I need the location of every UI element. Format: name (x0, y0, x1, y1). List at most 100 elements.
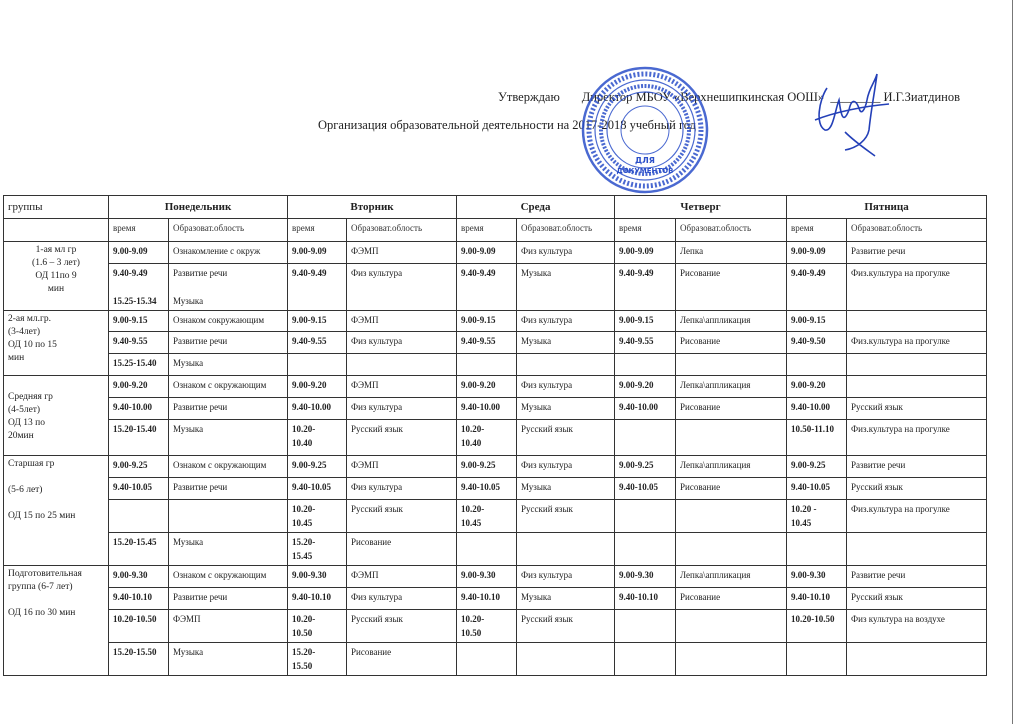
subject-cell (675, 642, 788, 676)
subject-cell: Развитие речи (168, 587, 288, 610)
subject-cell: ФЭМП (345, 455, 458, 478)
time-cell: 9.00-9.30 (786, 565, 848, 588)
schedule-table: группы Понедельник Вторник Среда Четверг… (3, 195, 988, 676)
time-cell: 9.40-9.55 (108, 331, 169, 354)
group-label: Старшая гр (5-6 лет) ОД 15 по 25 мин (3, 455, 109, 566)
subject-cell: Музыка (516, 587, 616, 610)
time-cell: 9.40-10.10 (287, 587, 347, 610)
subject-cell: Развитие речи (168, 331, 288, 354)
time-cell: 15.20-15.50 (108, 642, 169, 676)
group-label: Средняя гр (4-5лет) ОД 13 по 20мин (3, 375, 109, 456)
day-header-monday: Понедельник (108, 195, 288, 219)
time-cell: 9.00-9.30 (614, 565, 677, 588)
time-cell: 10.20- 10.50 (287, 609, 347, 643)
subject-cell: Физ.культура на прогулке (846, 263, 988, 311)
subject-cell: Музыка (168, 532, 288, 566)
day-header-wednesday: Среда (456, 195, 616, 219)
subject-cell (516, 642, 616, 676)
empty-cell (3, 218, 109, 242)
subject-cell: Рисование (675, 587, 788, 610)
group-label: 2-ая мл.гр. (3-4лет) ОД 10 по 15 мин (3, 310, 109, 376)
time-column-header: время (108, 218, 169, 242)
time-cell: 10.20- 10.45 (287, 499, 347, 533)
time-cell (456, 353, 518, 376)
time-cell: 9.40-10.00 (287, 397, 347, 420)
subject-cell: Рисование (345, 532, 458, 566)
subject-column-header: Образоват.облость (516, 218, 616, 242)
time-cell: 9.00-9.25 (108, 455, 169, 478)
time-cell: 9.40-9.49 (786, 263, 848, 311)
subject-cell: Рисование (345, 642, 458, 676)
time-cell: 9.00-9.09 (456, 241, 518, 264)
subject-cell: Русский язык (846, 587, 988, 610)
time-cell: 9.40-10.10 (456, 587, 518, 610)
time-cell: 9.00-9.09 (786, 241, 848, 264)
subject-cell: Физ культура (345, 587, 458, 610)
time-cell: 10.50-11.10 (786, 419, 848, 456)
subject-cell: Ознаком с окружающим (168, 455, 288, 478)
time-cell: 10.20-10.50 (108, 609, 169, 643)
subject-cell: Лепка (675, 241, 788, 264)
table-row: Старшая гр (5-6 лет) ОД 15 по 25 мин 9.00… (3, 455, 988, 566)
time-cell: 9.00-9.30 (456, 565, 518, 588)
subject-cell: Ознаком сокружающим (168, 310, 288, 332)
subject-cell: Рисование (675, 397, 788, 420)
table-row: 15.25-15.40 Музыка (4, 353, 988, 376)
time-cell (614, 642, 677, 676)
subject-cell: Физ культура (345, 477, 458, 500)
time-cell (108, 499, 169, 533)
time-cell: 9.00-9.15 (456, 310, 518, 332)
subject-cell: ФЭМП (345, 310, 458, 332)
time-cell: 9.00-9.20 (287, 375, 347, 398)
subject-cell (846, 353, 988, 376)
time-cell: 9.00-9.15 (786, 310, 848, 332)
subject-cell (675, 532, 788, 566)
time-cell: 9.00-9.09 (287, 241, 347, 264)
time-cell: 9.40-10.05 (614, 477, 677, 500)
time-cell: 10.20- 10.45 (456, 499, 518, 533)
subject-cell: Развитие речи (846, 565, 988, 588)
time-cell: 9.00-9.30 (108, 565, 169, 588)
subject-cell: Русский язык (345, 419, 458, 456)
time-cell: 9.40-9.49 15.25-15.34 (108, 263, 169, 311)
subject-cell: Физ.культура на прогулке (846, 331, 988, 354)
day-header-tuesday: Вторник (286, 195, 458, 219)
subject-cell: Физ культура (345, 331, 458, 354)
subject-cell: Физ культура (345, 263, 458, 311)
subject-cell: Музыка (516, 263, 616, 311)
time-cell: 9.00-9.15 (287, 310, 347, 332)
table-row: 15.20-15.45 Музыка 15.20- 15.45 Рисование (4, 532, 988, 566)
subject-cell: Физ культура (516, 375, 616, 398)
official-stamp: ДЛЯ ДОКУМЕНТОВ (581, 66, 709, 194)
subject-cell: ФЭМП (168, 609, 288, 643)
subject-cell (516, 532, 616, 566)
subject-cell: Лепка\аппликация (675, 310, 788, 332)
time-cell: 10.20 - 10.45 (786, 499, 848, 533)
time-cell (614, 532, 677, 566)
time-cell: 9.40-10.05 (786, 477, 848, 500)
table-row: 2-ая мл.гр. (3-4лет) ОД 10 по 15 мин 9.00… (3, 310, 988, 376)
subject-cell: Русский язык (516, 609, 616, 643)
table-row: 9.40-10.05 Развитие речи 9.40-10.05 Физ кул… (4, 477, 988, 500)
subject-cell: Музыка (168, 419, 288, 456)
subject-cell: Лепка\аппликация (675, 375, 788, 398)
time-cell: 15.25-15.40 (108, 353, 169, 376)
time-cell: 9.40-10.10 (786, 587, 848, 610)
time-cell: 9.40-10.10 (614, 587, 677, 610)
day-header-thursday: Четверг (614, 195, 788, 219)
time-column-header: время (786, 218, 848, 242)
subject-cell (675, 419, 788, 456)
group-column-header: группы (3, 195, 109, 219)
time-cell: 9.40-10.05 (287, 477, 347, 500)
table-row: 15.20-15.50 Музыка 15.20- 15.50 Рисование (4, 642, 988, 676)
subject-cell: Музыка (516, 397, 616, 420)
table-row: 9.40-10.00 Развитие речи 9.40-10.00 Физ кул… (4, 397, 988, 420)
group-label: Подготовительная группа (6-7 лет) ОД 16 … (3, 565, 109, 676)
subject-column-header: Образоват.облость (345, 218, 458, 242)
group-label: 1-ая мл гр (1.6 – 3 лет) ОД 11по 9 мин (3, 241, 109, 311)
time-cell (614, 419, 677, 456)
time-cell: 9.00-9.25 (614, 455, 677, 478)
subject-cell: Музыка (168, 642, 288, 676)
time-column-header: время (287, 218, 347, 242)
subject-cell: Музыка (516, 331, 616, 354)
